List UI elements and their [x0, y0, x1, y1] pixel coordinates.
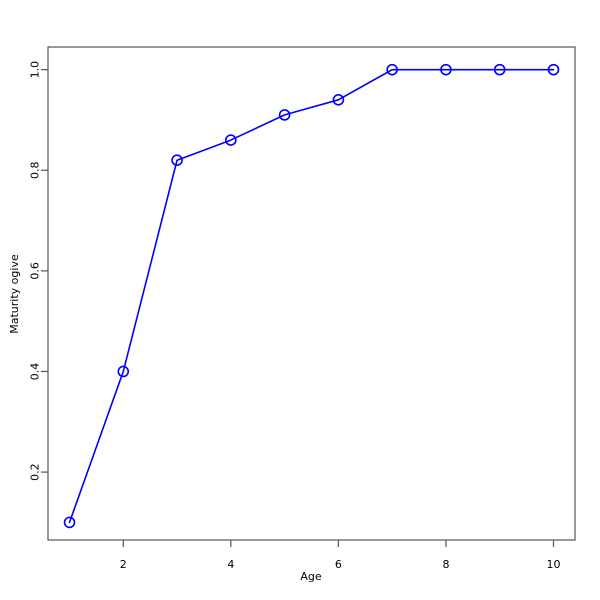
plot-frame	[47, 46, 576, 541]
data-point-marker	[171, 154, 183, 166]
y-tick-label: 0.4	[29, 363, 42, 381]
x-axis-title: Age	[300, 570, 322, 583]
x-tick-label: 2	[120, 558, 127, 571]
y-axis-ticks: 0.2 0.4 0.6 0.8 1.0	[29, 61, 48, 481]
x-tick-label: 6	[335, 558, 342, 571]
data-point-marker	[547, 63, 560, 76]
data-point-marker	[493, 63, 506, 76]
data-point-marker	[278, 109, 291, 121]
series-markers	[63, 63, 560, 529]
data-point-marker	[225, 134, 237, 146]
data-point-marker	[386, 63, 398, 76]
x-axis-ticks: 2 4 6 8 10	[120, 540, 560, 571]
x-tick-label: 4	[227, 558, 234, 571]
x-tick-label: 10	[546, 558, 560, 571]
y-axis-title: Maturity ogive	[8, 254, 21, 334]
y-tick-label: 0.6	[29, 262, 42, 280]
y-tick-label: 1.0	[29, 61, 42, 79]
x-tick-label: 8	[442, 558, 449, 571]
series-line-maturity-ogive	[68, 68, 555, 524]
y-tick-label: 0.2	[29, 463, 42, 481]
data-point-marker	[63, 516, 76, 529]
data-point-marker	[440, 63, 452, 76]
data-point-marker	[117, 365, 130, 378]
y-tick-label: 0.8	[29, 162, 42, 180]
data-point-marker	[332, 94, 345, 106]
